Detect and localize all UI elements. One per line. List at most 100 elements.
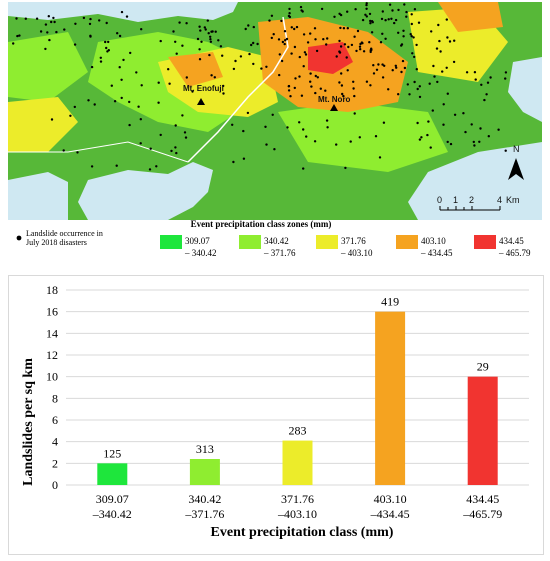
landslide-point xyxy=(437,23,440,27)
landslide-point xyxy=(149,147,152,150)
landslide-point xyxy=(489,76,492,79)
landslide-point xyxy=(335,55,338,58)
y-tick-label: 0 xyxy=(52,478,58,492)
landslide-point xyxy=(364,13,367,16)
landslide-point xyxy=(304,53,308,56)
landslide-point xyxy=(372,64,375,67)
x-tick-label: 309.07 xyxy=(96,492,129,506)
landslide-point xyxy=(453,39,456,42)
y-tick-label: 8 xyxy=(52,391,58,405)
landslide-point xyxy=(181,44,184,47)
landslide-point xyxy=(209,40,213,43)
landslide-point xyxy=(118,34,122,38)
landslide-point xyxy=(377,63,380,66)
road-line xyxy=(187,16,289,163)
landslide-point xyxy=(353,112,356,115)
scale-tick-1: 1 xyxy=(453,195,458,205)
zone-403-north xyxy=(438,2,503,32)
landslide-point xyxy=(293,86,296,90)
landslide-point xyxy=(87,99,90,102)
landslide-point xyxy=(207,32,210,35)
landslide-point xyxy=(125,15,129,18)
legend-class-label: – 340.42 xyxy=(184,248,217,258)
x-tick-label: –340.42 xyxy=(92,507,132,521)
landslide-point xyxy=(107,49,111,52)
landslide-point xyxy=(208,53,211,57)
landslide-point xyxy=(470,123,473,126)
landslide-point xyxy=(110,84,114,87)
landslide-point xyxy=(413,8,417,11)
landslide-point xyxy=(402,29,405,32)
landslide-point xyxy=(390,17,393,20)
landslide-point xyxy=(99,60,103,63)
landslide-point xyxy=(497,128,500,131)
landslide-point xyxy=(472,140,475,144)
sea-south-west xyxy=(8,172,68,220)
landslide-point xyxy=(335,143,338,146)
landslide-point xyxy=(183,131,187,134)
landslide-point xyxy=(178,21,181,24)
landslide-point xyxy=(408,93,411,96)
legend-class-label: 340.42 xyxy=(264,236,289,246)
landslide-point xyxy=(305,135,308,138)
landslide-point xyxy=(504,71,508,74)
landslide-point xyxy=(247,24,250,27)
map-legend: Event precipitation class zones (mm) Lan… xyxy=(8,219,542,264)
landslide-point xyxy=(285,37,289,41)
landslide-point xyxy=(314,74,317,78)
bars xyxy=(97,311,498,485)
landslide-point xyxy=(198,48,201,51)
landslide-point xyxy=(412,36,415,39)
landslide-point xyxy=(140,84,143,87)
landslide-point xyxy=(170,149,173,153)
road-line xyxy=(8,141,189,163)
landslide-point xyxy=(465,71,469,74)
landslide-point xyxy=(353,35,356,38)
landslide-point xyxy=(314,38,317,41)
landslide-point xyxy=(24,17,27,20)
y-tick-label: 4 xyxy=(52,435,58,449)
peak-triangle-icon xyxy=(197,98,205,105)
bar-data-label: 29 xyxy=(477,360,489,374)
landslide-point xyxy=(185,76,188,79)
landslide-point xyxy=(155,165,158,168)
bar xyxy=(375,311,406,485)
landslide-point xyxy=(345,56,348,59)
landslide-point xyxy=(406,83,409,86)
landslide-point xyxy=(374,135,378,138)
landslide-point xyxy=(387,88,390,91)
landslide-point xyxy=(372,72,376,75)
landslide-point xyxy=(232,67,236,71)
bar-data-label: 125 xyxy=(103,446,121,460)
x-tick-label: 371.76 xyxy=(281,492,314,506)
sea-east xyxy=(508,57,542,122)
landslide-point xyxy=(326,126,329,129)
zone-434 xyxy=(308,42,353,74)
landslide-point xyxy=(246,111,250,115)
landslide-point xyxy=(50,118,54,121)
landslide-point xyxy=(172,30,175,33)
landslide-point xyxy=(264,125,267,128)
landslide-point xyxy=(346,27,349,30)
landslide-point xyxy=(344,166,347,170)
landslide-point xyxy=(62,149,65,152)
landslide-point xyxy=(278,73,281,77)
landslide-point xyxy=(82,16,86,20)
y-axis-label: Landslides per sq km xyxy=(21,358,36,486)
landslide-point xyxy=(46,31,49,34)
landslide-point xyxy=(393,21,396,25)
landslide-point xyxy=(222,92,225,95)
landslide-point xyxy=(319,87,322,90)
landslide-point xyxy=(290,52,293,55)
y-tick-label: 2 xyxy=(52,456,58,470)
landslide-point xyxy=(347,45,350,49)
landslide-point xyxy=(403,3,406,6)
landslide-point xyxy=(120,96,123,100)
landslide-point xyxy=(410,13,413,16)
landslide-point xyxy=(256,42,259,46)
landslide-point xyxy=(217,39,220,42)
landslide-point xyxy=(278,53,281,56)
landslide-point xyxy=(148,168,152,171)
landslide-point xyxy=(191,90,194,93)
x-tick-label: 403.10 xyxy=(374,492,407,506)
